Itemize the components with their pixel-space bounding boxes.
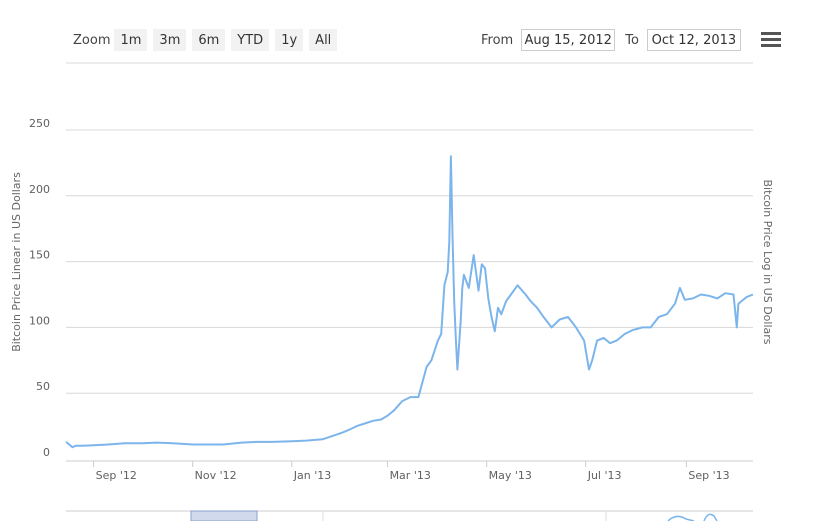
navigator[interactable] bbox=[66, 510, 753, 521]
x-tick-label: Sep '13 bbox=[688, 469, 729, 482]
y-axis-ticks: 0 50 100 150 200 250 bbox=[29, 117, 50, 459]
x-tick-label: Sep '12 bbox=[96, 469, 137, 482]
x-tick-label: Mar '13 bbox=[390, 469, 431, 482]
from-label: From bbox=[481, 32, 514, 48]
zoom-6m-button[interactable]: 6m bbox=[192, 29, 226, 51]
navigator-series bbox=[667, 513, 718, 521]
y-axis-label-left: Bitcoin Price Linear in US Dollars bbox=[10, 172, 23, 352]
x-tick-label: Jan '13 bbox=[293, 469, 331, 482]
zoom-ytd-button[interactable]: YTD bbox=[231, 29, 270, 51]
zoom-label: Zoom bbox=[73, 32, 111, 48]
zoom-buttons: 1m 3m 6m YTD 1y All bbox=[114, 29, 338, 51]
hamburger-menu-icon[interactable] bbox=[761, 32, 781, 50]
to-label: To bbox=[625, 32, 639, 48]
zoom-bar: Zoom 1m 3m 6m YTD 1y All bbox=[73, 29, 338, 51]
zoom-1y-button[interactable]: 1y bbox=[275, 29, 304, 51]
grid-lines bbox=[66, 129, 753, 394]
zoom-3m-button[interactable]: 3m bbox=[153, 29, 187, 51]
x-axis-ticks: Sep '12 Nov '12 Jan '13 Mar '13 May '13 Jul '… bbox=[93, 461, 730, 482]
y-tick-label: 100 bbox=[29, 314, 50, 327]
price-series-line bbox=[65, 155, 754, 449]
zoom-all-button[interactable]: All bbox=[309, 29, 338, 51]
from-date-input[interactable] bbox=[521, 29, 616, 51]
y-tick-label: 0 bbox=[43, 446, 50, 459]
y-axis-label-right: Bitcoin Price Log in US Dollars bbox=[761, 179, 774, 344]
to-date-input[interactable] bbox=[646, 29, 741, 51]
date-range-bar: From To bbox=[481, 28, 741, 52]
y-tick-label: 250 bbox=[29, 117, 50, 130]
navigator-selection[interactable] bbox=[190, 510, 258, 521]
y-tick-label: 150 bbox=[29, 249, 50, 262]
x-tick-label: May '13 bbox=[489, 469, 532, 482]
x-tick-label: Jul '13 bbox=[587, 469, 622, 482]
zoom-1m-button[interactable]: 1m bbox=[114, 29, 148, 51]
y-tick-label: 50 bbox=[36, 380, 50, 393]
y-tick-label: 200 bbox=[29, 183, 50, 196]
x-tick-label: Nov '12 bbox=[195, 469, 237, 482]
